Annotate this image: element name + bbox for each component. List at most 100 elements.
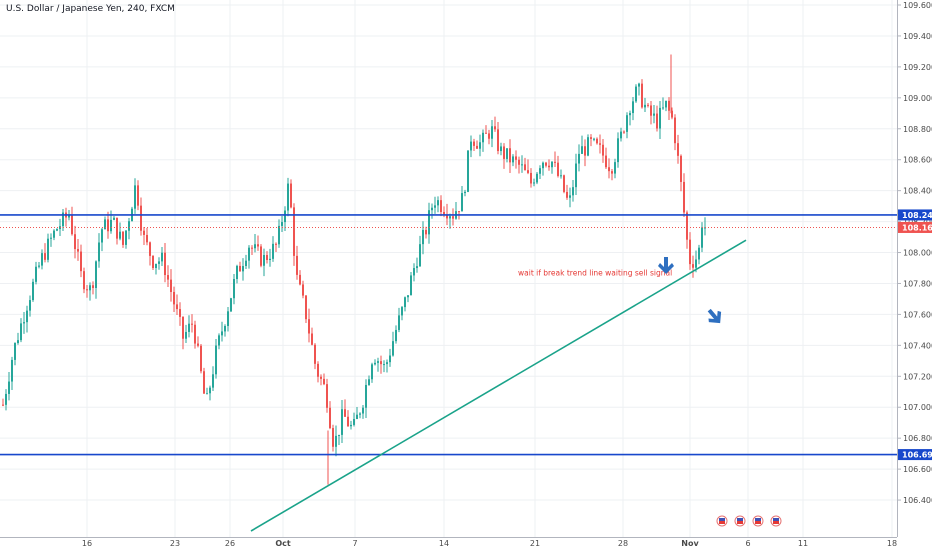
candle-body — [485, 132, 487, 134]
candle-body — [293, 207, 295, 256]
candle-body — [266, 255, 268, 261]
candle-body — [26, 310, 28, 323]
candle-body — [545, 162, 547, 166]
candle-body — [320, 376, 322, 379]
candle-body — [560, 175, 562, 177]
candle-body — [698, 247, 700, 260]
candle-body — [392, 341, 394, 356]
time-axis[interactable]: 16 23 26 Oct 7 14 21 28 Nov 6 11 18 — [0, 537, 932, 550]
candle-body — [656, 113, 658, 129]
candle-body — [356, 414, 358, 420]
time-tick-label: 18 — [887, 539, 897, 548]
candle-body — [350, 424, 352, 427]
candle-body — [23, 322, 25, 324]
candle-body — [242, 265, 244, 272]
candle-body — [206, 393, 208, 395]
candle-body — [677, 143, 679, 156]
time-tick-label: 23 — [170, 539, 180, 548]
candle-body — [638, 83, 640, 87]
price-tick-label: 109.400 — [903, 32, 932, 41]
candle-body — [335, 435, 337, 447]
candle-body — [191, 323, 193, 325]
time-axis-bg — [0, 537, 932, 550]
candle-body — [173, 291, 175, 305]
candle-body — [635, 86, 637, 102]
candle-body — [647, 104, 649, 106]
price-axis[interactable]: 109.600 109.400 109.200 109.000 108.800 108.6… — [897, 0, 932, 550]
price-tick-label: 108.600 — [903, 156, 932, 165]
price-tick-label: 107.400 — [903, 341, 932, 350]
candle-body — [74, 234, 76, 250]
candle-body — [152, 255, 154, 269]
event-flag-bottom — [719, 521, 725, 524]
candle-body — [674, 117, 676, 144]
candle-body — [398, 315, 400, 330]
level-price-badge — [898, 449, 932, 461]
candle-body — [125, 230, 127, 245]
time-tick-label: Oct — [275, 539, 291, 548]
candle-body — [623, 131, 625, 133]
time-tick-label: 26 — [225, 539, 235, 548]
candle-body — [161, 252, 163, 262]
candle-body — [56, 229, 58, 231]
candle-body — [101, 229, 103, 243]
candle-body — [50, 237, 52, 239]
candle-body — [116, 217, 118, 239]
candle-body — [107, 219, 109, 232]
candle-body — [35, 266, 37, 282]
candle-body — [215, 345, 217, 375]
candle-body — [209, 387, 211, 394]
candle-body — [470, 141, 472, 151]
candle-body — [578, 153, 580, 164]
candle-body — [437, 200, 439, 206]
grid — [0, 0, 897, 537]
annotations: wait if break trend line waiting sell si… — [518, 257, 722, 324]
candle-body — [95, 261, 97, 288]
candle-body — [494, 126, 496, 130]
candle-body — [14, 343, 16, 360]
event-flag-icon — [770, 515, 782, 527]
candle-body — [89, 285, 91, 291]
candle-body — [524, 164, 526, 171]
candle-body — [581, 146, 583, 154]
candle-body — [227, 311, 229, 326]
candle-body — [557, 162, 559, 176]
trend-line-group — [250, 239, 747, 532]
candle-body — [2, 404, 4, 406]
price-tick-label: 107.800 — [903, 279, 932, 288]
candle-body — [5, 393, 7, 405]
candle-body — [602, 144, 604, 156]
candle-body — [326, 384, 328, 408]
candle-body — [539, 168, 541, 174]
candle-body — [332, 428, 334, 447]
event-flag-icon — [734, 515, 746, 527]
candle-body — [695, 259, 697, 268]
candle-body — [296, 255, 298, 275]
event-icons[interactable] — [716, 515, 782, 527]
candle-body — [431, 207, 433, 211]
candle-body — [689, 239, 691, 265]
candle-body — [434, 205, 436, 208]
candle-body — [533, 182, 535, 184]
candle-body — [86, 289, 88, 291]
candle-body — [290, 183, 292, 208]
candle-body — [665, 100, 667, 108]
candle-body — [137, 185, 139, 206]
candle-body — [200, 345, 202, 372]
candle-body — [353, 419, 355, 425]
time-tick-label: 11 — [798, 539, 808, 548]
candle-body — [614, 162, 616, 174]
candle-body — [551, 161, 553, 168]
candle-body — [626, 115, 628, 132]
candle-body — [443, 211, 445, 215]
candle-body — [596, 138, 598, 144]
candle-body — [188, 323, 190, 332]
level-price-label: 108.243 — [902, 211, 932, 220]
candle-body — [344, 409, 346, 417]
candle-body — [92, 285, 94, 288]
last-price-badge — [898, 221, 932, 233]
candle-body — [662, 107, 664, 109]
level-price-badge — [898, 209, 932, 221]
